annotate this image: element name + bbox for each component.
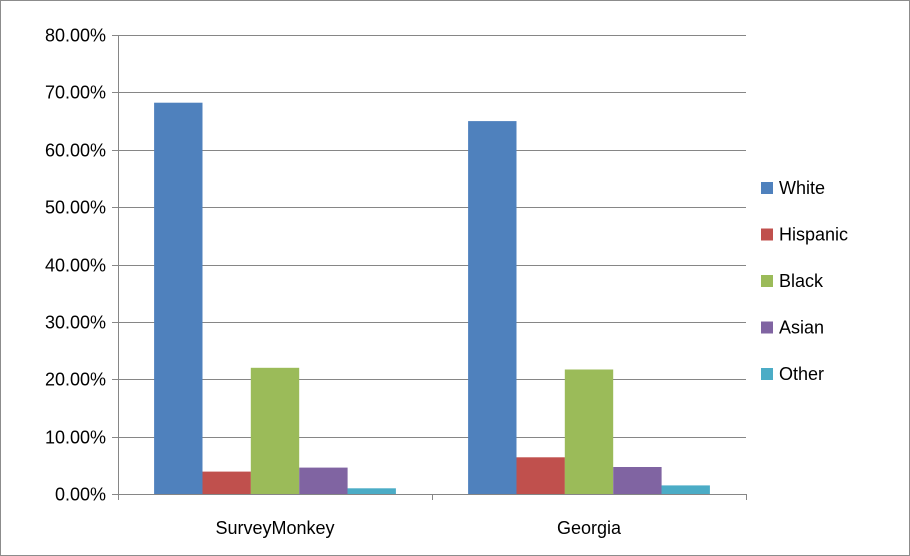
bar-hispanic-georgia (516, 457, 565, 494)
y-tick-label: 10.00% (45, 428, 106, 448)
axes (112, 35, 747, 500)
legend-label-hispanic: Hispanic (779, 225, 848, 245)
gridlines (118, 35, 746, 438)
bar-black-surveymonkey (250, 367, 300, 494)
x-tick-label: SurveyMonkey (215, 518, 334, 538)
y-tick-label: 30.00% (45, 313, 106, 333)
x-tick-labels: SurveyMonkey Georgia (215, 518, 622, 538)
y-tick-label: 50.00% (45, 198, 106, 218)
y-tick-label: 40.00% (45, 256, 106, 276)
bar-hispanic-surveymonkey (202, 471, 251, 494)
bar-white-georgia (468, 121, 517, 494)
x-tick-label: Georgia (557, 518, 622, 538)
legend-label-black: Black (779, 271, 824, 291)
bar-white-surveymonkey (154, 102, 203, 494)
legend-swatch-white (761, 182, 773, 194)
legend: White Hispanic Black Asian Other (761, 178, 848, 384)
legend-label-white: White (779, 178, 825, 198)
y-tick-labels: 0.00% 10.00% 20.00% 30.00% 40.00% 50.00% 60.00… (45, 26, 106, 505)
legend-swatch-hispanic (761, 228, 773, 241)
legend-swatch-black (761, 275, 773, 287)
bar-black-georgia (564, 369, 614, 494)
legend-label-asian: Asian (779, 318, 824, 338)
y-tick-label: 0.00% (55, 485, 106, 505)
y-tick-label: 20.00% (45, 370, 106, 390)
bar-asian-surveymonkey (299, 467, 348, 494)
legend-label-other: Other (779, 364, 824, 384)
y-tick-label: 60.00% (45, 141, 106, 161)
y-tick-label: 70.00% (45, 83, 106, 103)
bar-other-georgia (661, 485, 710, 494)
legend-swatch-asian (761, 321, 773, 334)
bars (154, 102, 710, 494)
y-tick-label: 80.00% (45, 26, 106, 46)
bar-asian-georgia (613, 467, 662, 494)
legend-swatch-other (761, 368, 773, 380)
bar-other-surveymonkey (347, 488, 396, 494)
